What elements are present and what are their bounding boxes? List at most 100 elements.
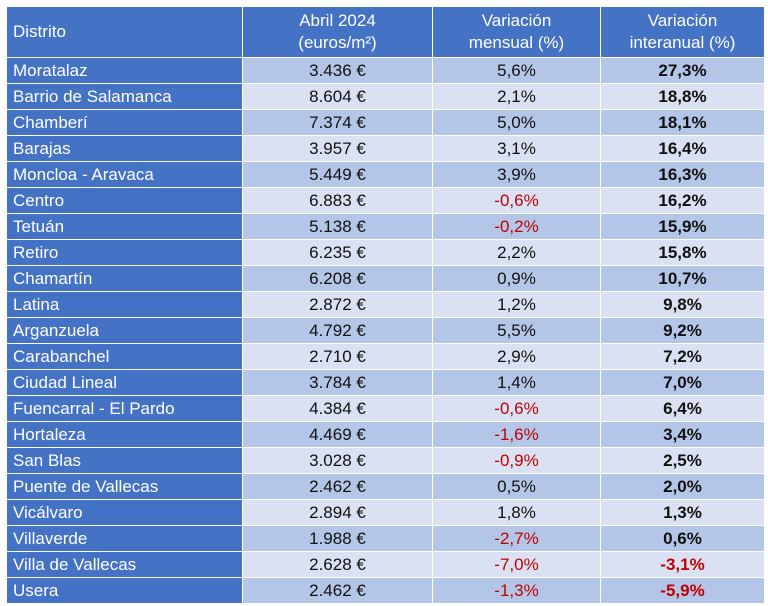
monthly-variation-cell: 5,0% bbox=[432, 109, 601, 136]
annual-variation-cell: 18,1% bbox=[600, 109, 765, 136]
price-cell: 2.872 € bbox=[242, 291, 433, 318]
price-cell: 6.883 € bbox=[242, 187, 433, 214]
district-name-cell: Chamberí bbox=[6, 109, 243, 136]
table-row: Hortaleza 4.469 € -1,6% 3,4% bbox=[6, 421, 765, 448]
annual-variation-cell: 16,2% bbox=[600, 187, 765, 214]
table-row: Arganzuela 4.792 €5,5% 9,2% bbox=[6, 317, 765, 344]
district-name-cell: Fuencarral - El Pardo bbox=[6, 395, 243, 422]
header-district: Distrito bbox=[6, 6, 243, 58]
monthly-variation-cell: -0,6% bbox=[432, 395, 601, 422]
district-name-cell: Carabanchel bbox=[6, 343, 243, 370]
monthly-variation-cell: 2,1% bbox=[432, 83, 601, 110]
annual-variation-cell: 1,3% bbox=[600, 499, 765, 526]
table-row: Chamberí 7.374 €5,0% 18,1% bbox=[6, 109, 765, 136]
annual-variation-cell: 27,3% bbox=[600, 57, 765, 84]
district-name-cell: Arganzuela bbox=[6, 317, 243, 344]
district-name-cell: Centro bbox=[6, 187, 243, 214]
district-name-cell: Villaverde bbox=[6, 525, 243, 552]
table-body: Moratalaz 3.436 €5,6% 27,3% Barrio de Salam… bbox=[6, 57, 765, 604]
annual-variation-cell: 15,8% bbox=[600, 239, 765, 266]
price-cell: 1.988 € bbox=[242, 525, 433, 552]
annual-variation-cell: 10,7% bbox=[600, 265, 765, 292]
annual-variation-cell: 9,8% bbox=[600, 291, 765, 318]
district-name-cell: Ciudad Lineal bbox=[6, 369, 243, 396]
price-cell: 2.462 € bbox=[242, 473, 433, 500]
district-name-cell: San Blas bbox=[6, 447, 243, 474]
annual-variation-cell: 3,4% bbox=[600, 421, 765, 448]
price-cell: 2.894 € bbox=[242, 499, 433, 526]
table-row: Ciudad Lineal 3.784 €1,4% 7,0% bbox=[6, 369, 765, 396]
district-name-cell: Vicálvaro bbox=[6, 499, 243, 526]
monthly-variation-cell: 1,2% bbox=[432, 291, 601, 318]
monthly-variation-cell: 3,1% bbox=[432, 135, 601, 162]
table-row: Puente de Vallecas 2.462 €0,5% 2,0% bbox=[6, 473, 765, 500]
price-cell: 5.138 € bbox=[242, 213, 433, 240]
table-row: Barajas 3.957 €3,1% 16,4% bbox=[6, 135, 765, 162]
annual-variation-cell: 16,3% bbox=[600, 161, 765, 188]
header-price: Abril 2024 (euros/m²) bbox=[242, 6, 433, 58]
annual-variation-cell: 7,0% bbox=[600, 369, 765, 396]
district-name-cell: Barajas bbox=[6, 135, 243, 162]
district-name-cell: Retiro bbox=[6, 239, 243, 266]
table-row: San Blas 3.028 € -0,9% 2,5% bbox=[6, 447, 765, 474]
price-cell: 7.374 € bbox=[242, 109, 433, 136]
annual-variation-cell: 6,4% bbox=[600, 395, 765, 422]
annual-variation-cell: 2,0% bbox=[600, 473, 765, 500]
table-row: Fuencarral - El Pardo 4.384 € -0,6% 6,4% bbox=[6, 395, 765, 422]
price-cell: 4.792 € bbox=[242, 317, 433, 344]
price-cell: 6.235 € bbox=[242, 239, 433, 266]
header-monthly-variation: Variación mensual (%) bbox=[432, 6, 601, 58]
monthly-variation-cell: 1,4% bbox=[432, 369, 601, 396]
district-name-cell: Barrio de Salamanca bbox=[6, 83, 243, 110]
district-name-cell: Chamartín bbox=[6, 265, 243, 292]
monthly-variation-cell: -7,0% bbox=[432, 551, 601, 578]
district-name-cell: Moratalaz bbox=[6, 57, 243, 84]
table-row: Villa de Vallecas 2.628 € -7,0% -3,1% bbox=[6, 551, 765, 578]
price-table-container: Distrito Abril 2024 (euros/m²) Variación m… bbox=[6, 6, 765, 604]
annual-variation-cell: -5,9% bbox=[600, 577, 765, 604]
monthly-variation-cell: -2,7% bbox=[432, 525, 601, 552]
district-name-cell: Villa de Vallecas bbox=[6, 551, 243, 578]
price-cell: 2.628 € bbox=[242, 551, 433, 578]
table-header-row: Distrito Abril 2024 (euros/m²) Variación m… bbox=[6, 6, 765, 58]
table-row: Chamartín 6.208 €0,9% 10,7% bbox=[6, 265, 765, 292]
price-cell: 5.449 € bbox=[242, 161, 433, 188]
annual-variation-cell: 15,9% bbox=[600, 213, 765, 240]
monthly-variation-cell: -1,3% bbox=[432, 577, 601, 604]
price-cell: 6.208 € bbox=[242, 265, 433, 292]
price-cell: 3.028 € bbox=[242, 447, 433, 474]
header-annual-variation: Variación interanual (%) bbox=[600, 6, 765, 58]
price-cell: 4.384 € bbox=[242, 395, 433, 422]
price-cell: 3.784 € bbox=[242, 369, 433, 396]
price-cell: 8.604 € bbox=[242, 83, 433, 110]
monthly-variation-cell: 5,6% bbox=[432, 57, 601, 84]
annual-variation-cell: 9,2% bbox=[600, 317, 765, 344]
district-name-cell: Puente de Vallecas bbox=[6, 473, 243, 500]
annual-variation-cell: 16,4% bbox=[600, 135, 765, 162]
district-name-cell: Latina bbox=[6, 291, 243, 318]
table-row: Moncloa - Aravaca 5.449 €3,9% 16,3% bbox=[6, 161, 765, 188]
table-row: Moratalaz 3.436 €5,6% 27,3% bbox=[6, 57, 765, 84]
annual-variation-cell: 7,2% bbox=[600, 343, 765, 370]
annual-variation-cell: 18,8% bbox=[600, 83, 765, 110]
annual-variation-cell: 2,5% bbox=[600, 447, 765, 474]
table-row: Tetuán 5.138 € -0,2% 15,9% bbox=[6, 213, 765, 240]
monthly-variation-cell: -1,6% bbox=[432, 421, 601, 448]
annual-variation-cell: 0,6% bbox=[600, 525, 765, 552]
table-row: Carabanchel 2.710 €2,9% 7,2% bbox=[6, 343, 765, 370]
table-row: Latina 2.872 €1,2% 9,8% bbox=[6, 291, 765, 318]
monthly-variation-cell: 0,9% bbox=[432, 265, 601, 292]
table-row: Vicálvaro 2.894 €1,8% 1,3% bbox=[6, 499, 765, 526]
table-row: Villaverde 1.988 € -2,7% 0,6% bbox=[6, 525, 765, 552]
district-name-cell: Usera bbox=[6, 577, 243, 604]
district-price-table: Distrito Abril 2024 (euros/m²) Variación m… bbox=[6, 6, 765, 604]
district-name-cell: Tetuán bbox=[6, 213, 243, 240]
table-row: Centro 6.883 € -0,6% 16,2% bbox=[6, 187, 765, 214]
table-row: Usera 2.462 € -1,3% -5,9% bbox=[6, 577, 765, 604]
price-cell: 3.957 € bbox=[242, 135, 433, 162]
monthly-variation-cell: 5,5% bbox=[432, 317, 601, 344]
price-cell: 2.462 € bbox=[242, 577, 433, 604]
monthly-variation-cell: 1,8% bbox=[432, 499, 601, 526]
monthly-variation-cell: -0,2% bbox=[432, 213, 601, 240]
annual-variation-cell: -3,1% bbox=[600, 551, 765, 578]
